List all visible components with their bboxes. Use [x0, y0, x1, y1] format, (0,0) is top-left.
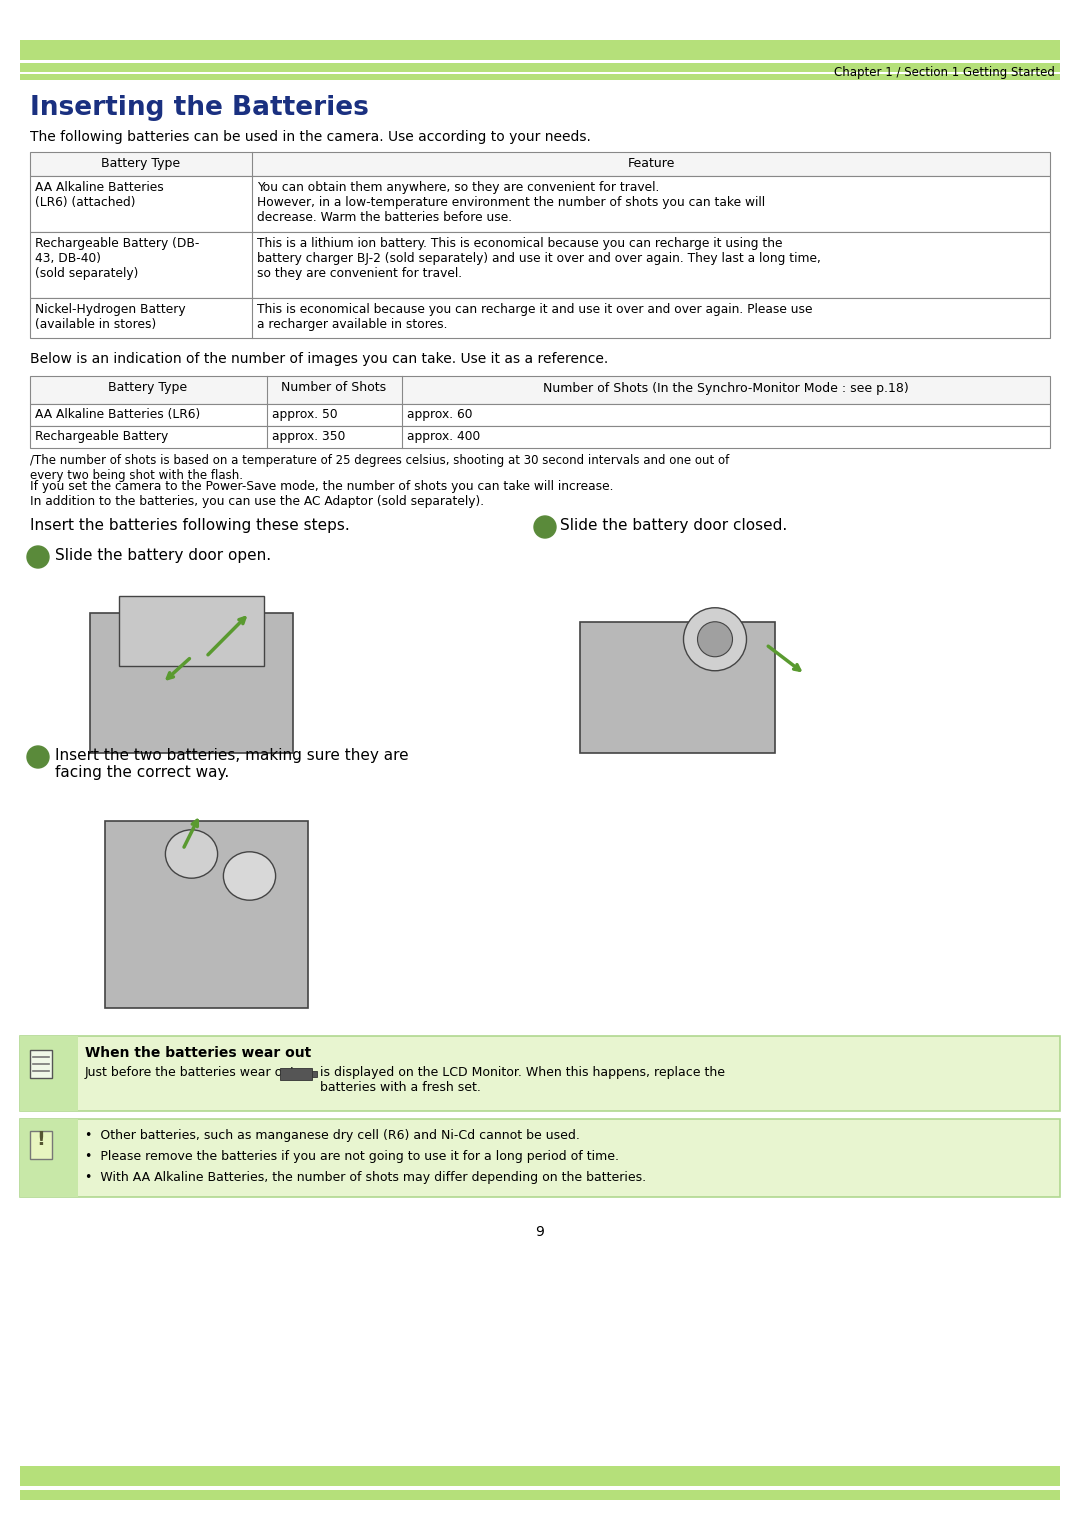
Text: The following batteries can be used in the camera. Use according to your needs.: The following batteries can be used in t…: [30, 130, 591, 144]
Text: You can obtain them anywhere, so they are convenient for travel.
However, in a l: You can obtain them anywhere, so they ar…: [257, 180, 765, 225]
Bar: [21, 1118, 1059, 1196]
Circle shape: [684, 608, 746, 671]
Bar: [30, 376, 1050, 403]
Bar: [30, 232, 1050, 298]
Text: Number of Shots: Number of Shots: [282, 380, 387, 394]
Text: Rechargeable Battery: Rechargeable Battery: [35, 429, 168, 443]
Bar: [30, 298, 1050, 338]
Text: Battery Type: Battery Type: [108, 380, 188, 394]
Text: Slide the battery door closed.: Slide the battery door closed.: [561, 518, 787, 533]
Text: !: !: [37, 1131, 45, 1149]
Bar: [21, 1036, 78, 1111]
Bar: [21, 63, 1059, 72]
Text: 2: 2: [33, 750, 42, 762]
Bar: [30, 403, 1050, 426]
Bar: [21, 1465, 1059, 1487]
Bar: [21, 1036, 1059, 1111]
Text: When the batteries wear out: When the batteries wear out: [85, 1047, 311, 1060]
Bar: [90, 613, 293, 753]
Bar: [312, 1071, 318, 1077]
Text: Battery Type: Battery Type: [102, 157, 180, 170]
Bar: [21, 40, 1059, 60]
Text: Feature: Feature: [627, 157, 675, 170]
Bar: [21, 1118, 78, 1196]
Text: If you set the camera to the Power-Save mode, the number of shots you can take w: If you set the camera to the Power-Save …: [30, 480, 613, 507]
Text: 3: 3: [541, 520, 550, 533]
Bar: [30, 1131, 52, 1160]
Text: 9: 9: [536, 1225, 544, 1239]
Text: Insert the two batteries, making sure they are
facing the correct way.: Insert the two batteries, making sure th…: [55, 749, 408, 781]
Bar: [21, 1490, 1059, 1500]
Ellipse shape: [165, 830, 217, 879]
Text: 1: 1: [33, 550, 42, 562]
Text: approx. 60: approx. 60: [407, 408, 473, 422]
Text: •  Other batteries, such as manganese dry cell (R6) and Ni-Cd cannot be used.: • Other batteries, such as manganese dry…: [85, 1129, 580, 1141]
Text: Rechargeable Battery (DB-
43, DB-40)
(sold separately): Rechargeable Battery (DB- 43, DB-40) (so…: [35, 237, 200, 280]
Text: Chapter 1 / Section 1 Getting Started: Chapter 1 / Section 1 Getting Started: [834, 66, 1055, 79]
Text: •  With AA Alkaline Batteries, the number of shots may differ depending on the b: • With AA Alkaline Batteries, the number…: [85, 1170, 646, 1184]
Bar: [580, 622, 775, 753]
Text: AA Alkaline Batteries (LR6): AA Alkaline Batteries (LR6): [35, 408, 200, 422]
Bar: [21, 73, 1059, 79]
Ellipse shape: [224, 851, 275, 900]
Bar: [280, 1068, 312, 1080]
Text: This is a lithium ion battery. This is economical because you can recharge it us: This is a lithium ion battery. This is e…: [257, 237, 821, 280]
Text: Inserting the Batteries: Inserting the Batteries: [30, 95, 369, 121]
Text: Nickel-Hydrogen Battery
(available in stores): Nickel-Hydrogen Battery (available in st…: [35, 303, 186, 332]
Text: Slide the battery door open.: Slide the battery door open.: [55, 549, 271, 562]
Text: Below is an indication of the number of images you can take. Use it as a referen: Below is an indication of the number of …: [30, 351, 608, 367]
Text: •  Please remove the batteries if you are not going to use it for a long period : • Please remove the batteries if you are…: [85, 1151, 619, 1163]
Bar: [30, 1050, 52, 1077]
Circle shape: [534, 516, 556, 538]
Text: is displayed on the LCD Monitor. When this happens, replace the
batteries with a: is displayed on the LCD Monitor. When th…: [320, 1067, 725, 1094]
Circle shape: [27, 746, 49, 769]
Bar: [30, 176, 1050, 232]
Circle shape: [698, 622, 732, 657]
Text: AA Alkaline Batteries
(LR6) (attached): AA Alkaline Batteries (LR6) (attached): [35, 180, 164, 209]
Bar: [119, 596, 264, 666]
Bar: [30, 151, 1050, 176]
Circle shape: [27, 545, 49, 568]
Text: approx. 50: approx. 50: [272, 408, 338, 422]
Bar: [105, 821, 308, 1008]
Bar: [30, 426, 1050, 448]
Text: Insert the batteries following these steps.: Insert the batteries following these ste…: [30, 518, 350, 533]
Text: Just before the batteries wear out,: Just before the batteries wear out,: [85, 1067, 300, 1079]
Text: Number of Shots (In the Synchro-Monitor Mode : see p.18): Number of Shots (In the Synchro-Monitor …: [543, 382, 909, 396]
Text: approx. 400: approx. 400: [407, 429, 481, 443]
Text: This is economical because you can recharge it and use it over and over again. P: This is economical because you can recha…: [257, 303, 812, 332]
Text: approx. 350: approx. 350: [272, 429, 346, 443]
Text: /The number of shots is based on a temperature of 25 degrees celsius, shooting a: /The number of shots is based on a tempe…: [30, 454, 729, 481]
